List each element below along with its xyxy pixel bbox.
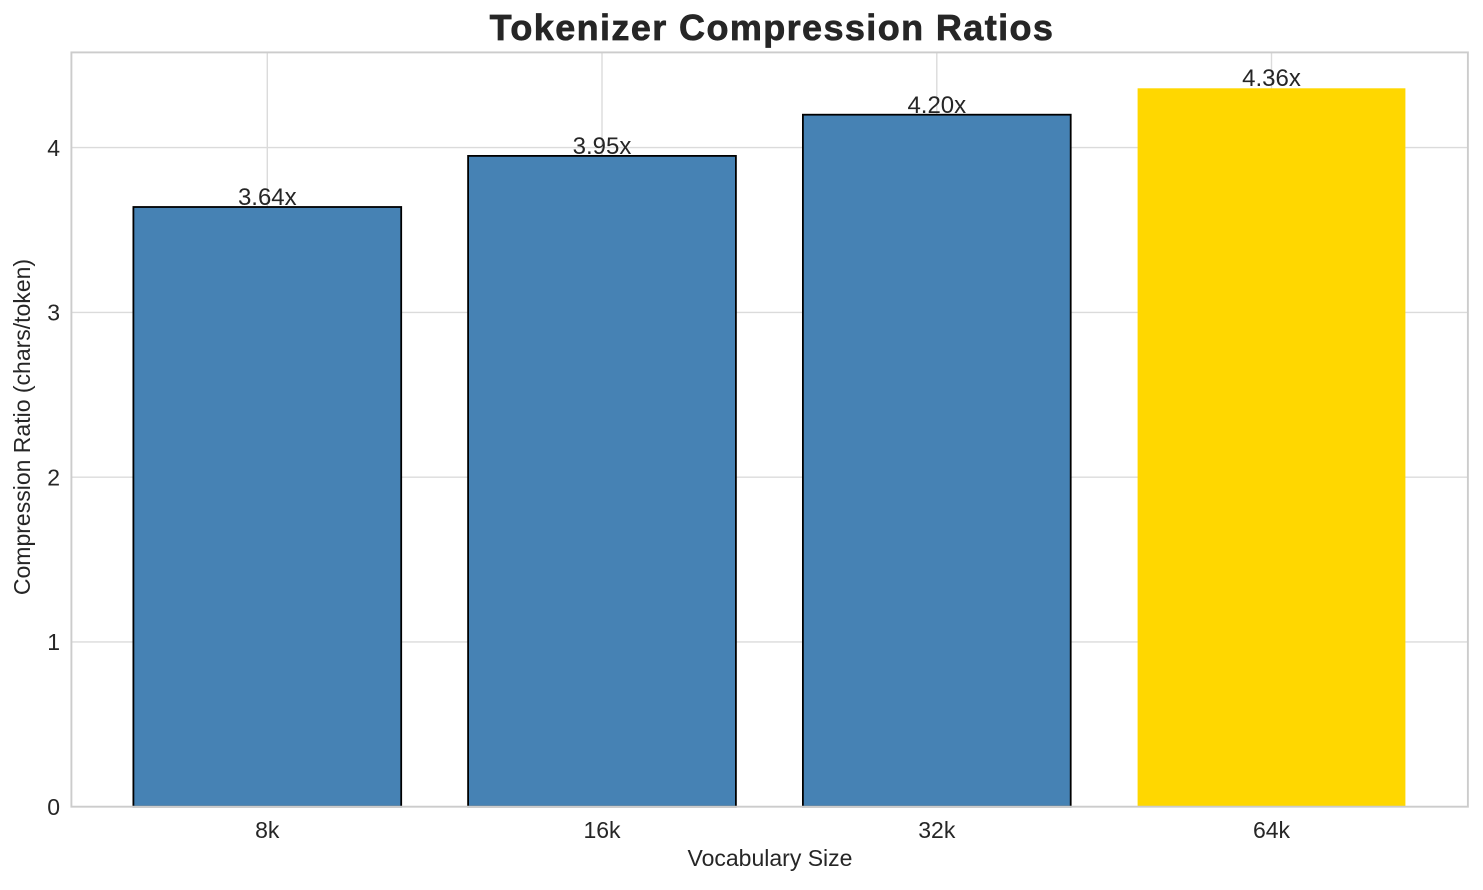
svg-text:3: 3	[47, 300, 60, 326]
svg-text:32k: 32k	[918, 817, 956, 843]
svg-text:0: 0	[47, 794, 60, 820]
svg-text:Tokenizer Compression Ratios: Tokenizer Compression Ratios	[490, 7, 1055, 48]
svg-text:1: 1	[47, 629, 60, 655]
svg-text:Compression Ratio (chars/token: Compression Ratio (chars/token)	[9, 259, 35, 595]
svg-text:4.20x: 4.20x	[907, 92, 966, 119]
svg-text:3.95x: 3.95x	[573, 133, 632, 160]
svg-text:4.36x: 4.36x	[1242, 65, 1301, 92]
svg-text:2: 2	[47, 464, 60, 490]
svg-text:Vocabulary Size: Vocabulary Size	[688, 845, 853, 871]
svg-text:3.64x: 3.64x	[238, 184, 297, 211]
svg-text:16k: 16k	[583, 817, 621, 843]
svg-text:64k: 64k	[1253, 817, 1291, 843]
svg-text:8k: 8k	[255, 817, 280, 843]
svg-text:4: 4	[47, 135, 60, 161]
